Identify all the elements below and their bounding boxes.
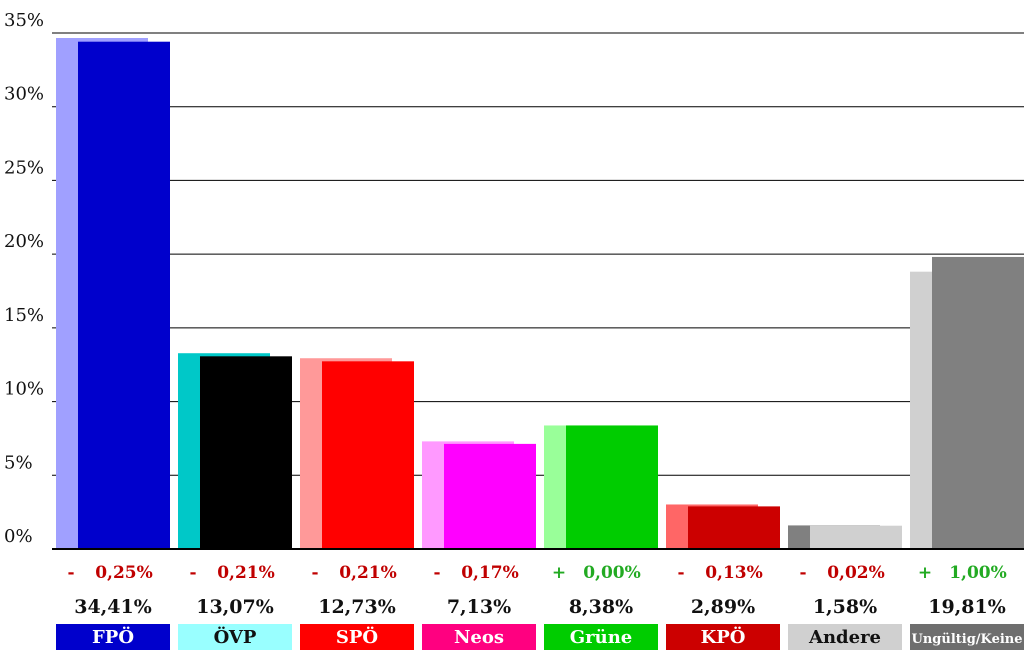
bar-current <box>322 361 414 549</box>
bar-current <box>688 506 780 549</box>
party-label-box <box>788 624 902 650</box>
party-label-box <box>178 624 292 650</box>
change-value: 0,00% <box>583 563 641 583</box>
party-label-box <box>300 624 414 650</box>
party-label: SPÖ <box>336 625 378 648</box>
y-tick-label: 35% <box>4 10 44 31</box>
party-label: Neos <box>454 627 504 648</box>
value-label: 34,41% <box>74 596 152 618</box>
bar-current <box>200 356 292 549</box>
bar-annotations: - 0,25% 34,41% FPÖ - 0,21% 13,07% ÖVP - 0,21% 12,7… <box>56 563 1024 650</box>
party-label: ÖVP <box>214 625 257 648</box>
value-label: 1,58% <box>813 596 877 618</box>
change-value: 1,00% <box>949 563 1007 583</box>
y-tick-label: 0% <box>4 526 33 547</box>
y-tick-label: 15% <box>4 305 44 326</box>
change-value: 0,02% <box>827 563 885 583</box>
change-sign: - <box>189 563 196 583</box>
value-label: 7,13% <box>447 596 511 618</box>
party-label-box <box>56 624 170 650</box>
party-label: Grüne <box>570 627 632 648</box>
change-sign: - <box>677 563 684 583</box>
party-label: Ungültig/Keine <box>912 632 1023 647</box>
party-label-box <box>910 624 1024 650</box>
party-label: Andere <box>808 627 881 648</box>
bars <box>56 38 1024 550</box>
party-label-box <box>544 624 658 650</box>
value-label: 13,07% <box>196 596 274 618</box>
y-tick-label: 20% <box>4 231 44 252</box>
value-label: 2,89% <box>691 596 755 618</box>
party-label-box <box>422 624 536 650</box>
value-label: 12,73% <box>318 596 396 618</box>
change-value: 0,13% <box>705 563 763 583</box>
y-tick-label: 30% <box>4 84 44 105</box>
change-value: 0,25% <box>95 563 153 583</box>
change-value: 0,21% <box>339 563 397 583</box>
bar-current <box>566 425 658 549</box>
value-label: 8,38% <box>569 596 633 618</box>
bar-current <box>78 41 170 550</box>
change-sign: - <box>67 563 74 583</box>
party-label: FPÖ <box>92 625 134 648</box>
y-axis-ticks: 0% 5% 10% 15% 20% 25% 30% 35% <box>4 10 44 547</box>
change-sign: + <box>918 563 932 583</box>
change-value: 0,17% <box>461 563 519 583</box>
y-tick-label: 10% <box>4 379 44 400</box>
party-label-box <box>666 624 780 650</box>
change-value: 0,21% <box>217 563 275 583</box>
value-label: 19,81% <box>928 596 1006 618</box>
change-sign: - <box>433 563 440 583</box>
party-label: KPÖ <box>701 625 746 648</box>
change-sign: + <box>552 563 566 583</box>
y-tick-label: 5% <box>4 452 33 473</box>
bar-current <box>444 443 536 549</box>
bar-current <box>932 256 1024 549</box>
change-sign: - <box>311 563 318 583</box>
y-tick-label: 25% <box>4 157 44 178</box>
bar-current <box>810 525 902 549</box>
change-sign: - <box>799 563 806 583</box>
